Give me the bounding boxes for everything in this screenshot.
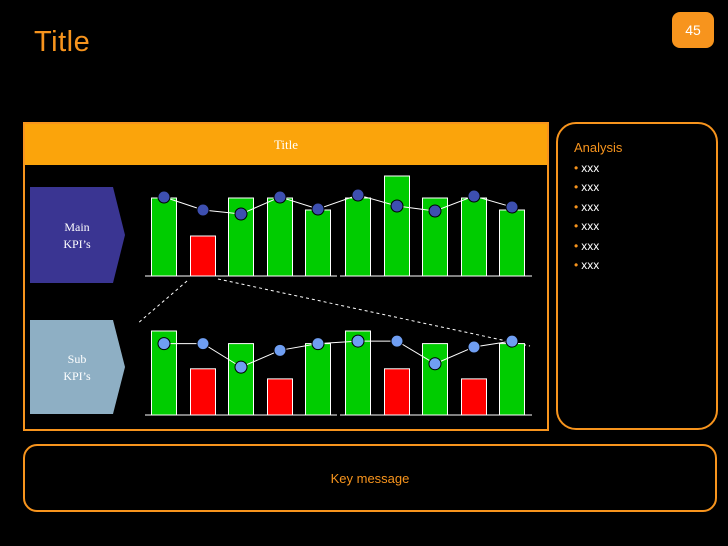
sub-kpi-bar-5: [305, 343, 331, 416]
sub-kpi-point-6: [351, 334, 365, 348]
analysis-item: • xxx: [574, 238, 600, 253]
analysis-item: • xxx: [574, 258, 600, 273]
bullet-icon: •: [574, 180, 579, 195]
main-kpi-bar-4: [267, 197, 293, 277]
sub-kpi-point-10: [505, 334, 519, 348]
sub-kpi-label-line2: KPI’s: [63, 369, 91, 383]
zoom-connector-right: [217, 278, 531, 347]
page-number-badge: 45: [672, 12, 714, 48]
sub-kpi-point-5: [311, 337, 325, 351]
main-kpi-point-9: [467, 189, 481, 203]
bullet-icon: •: [574, 258, 579, 273]
analysis-title: Analysis: [574, 140, 623, 155]
sub-kpi-bar-2: [190, 368, 216, 416]
bullet-icon: •: [574, 238, 579, 253]
bullet-icon: •: [574, 161, 579, 175]
sub-kpi-bar-3: [228, 343, 254, 416]
key-message: Key message: [330, 470, 410, 486]
analysis-list: • xxx • xxx • xxx • xxx • xxx • xxx: [574, 159, 599, 275]
sub-kpi-label-line1: Sub: [68, 352, 87, 366]
key-message-box: Key message: [23, 444, 717, 512]
main-kpi-bar-1: [151, 197, 177, 277]
main-kpi-shape: [30, 187, 125, 283]
analysis-item: • xxx: [574, 219, 600, 234]
sub-kpi-trend-line: [164, 340, 513, 368]
main-kpi-point-3: [234, 207, 248, 221]
sub-kpi-point-1: [157, 337, 171, 351]
sub-kpi-chart: [145, 330, 532, 416]
main-kpi-bar-7: [384, 175, 410, 277]
main-kpi-chart: [145, 175, 532, 277]
main-kpi-label-line1: Main: [64, 220, 89, 234]
main-kpi-bar-9: [461, 197, 487, 277]
main-kpi-bar-5: [305, 209, 331, 277]
main-kpi-point-1: [157, 190, 171, 204]
analysis-item: • xxx: [574, 161, 600, 175]
zoom-connector-left: [136, 280, 188, 325]
main-kpi-bar-10: [499, 209, 525, 277]
bullet-icon: •: [574, 219, 579, 234]
sub-kpi-point-2: [196, 337, 210, 351]
main-kpi-point-2: [196, 203, 210, 217]
sub-kpi-bar-9: [461, 378, 487, 416]
sub-kpi-point-8: [428, 357, 442, 371]
sub-kpi-point-7: [390, 334, 404, 348]
slide-title: Title: [34, 26, 91, 58]
main-kpi-point-5: [311, 202, 325, 216]
main-kpi-bar-2: [190, 235, 216, 277]
sub-kpi-bar-4: [267, 378, 293, 416]
main-kpi-bar-6: [345, 197, 371, 277]
sub-kpi-bar-7: [384, 368, 410, 416]
analysis-box: Analysis • xxx • xxx • xxx • xxx • xxx • xxx: [556, 122, 718, 430]
main-kpi-point-8: [428, 204, 442, 218]
sub-kpi-point-4: [273, 343, 287, 357]
sub-kpi-point-3: [234, 360, 248, 374]
analysis-item: • xxx: [574, 180, 600, 195]
panel-header: Title: [25, 124, 547, 165]
sub-kpi-point-9: [467, 340, 481, 354]
main-kpi-point-10: [505, 200, 519, 214]
analysis-item: • xxx: [574, 199, 600, 214]
bullet-icon: •: [574, 199, 579, 214]
sub-kpi-shape: [30, 320, 125, 414]
main-kpi-trend-line: [163, 194, 513, 215]
main-kpi-label-line2: KPI’s: [63, 237, 91, 251]
main-kpi-point-7: [390, 199, 404, 213]
main-kpi-point-4: [273, 190, 287, 204]
main-kpi-point-6: [351, 188, 365, 202]
sub-kpi-bar-10: [499, 343, 525, 416]
sub-kpi-bar-8: [422, 343, 448, 416]
